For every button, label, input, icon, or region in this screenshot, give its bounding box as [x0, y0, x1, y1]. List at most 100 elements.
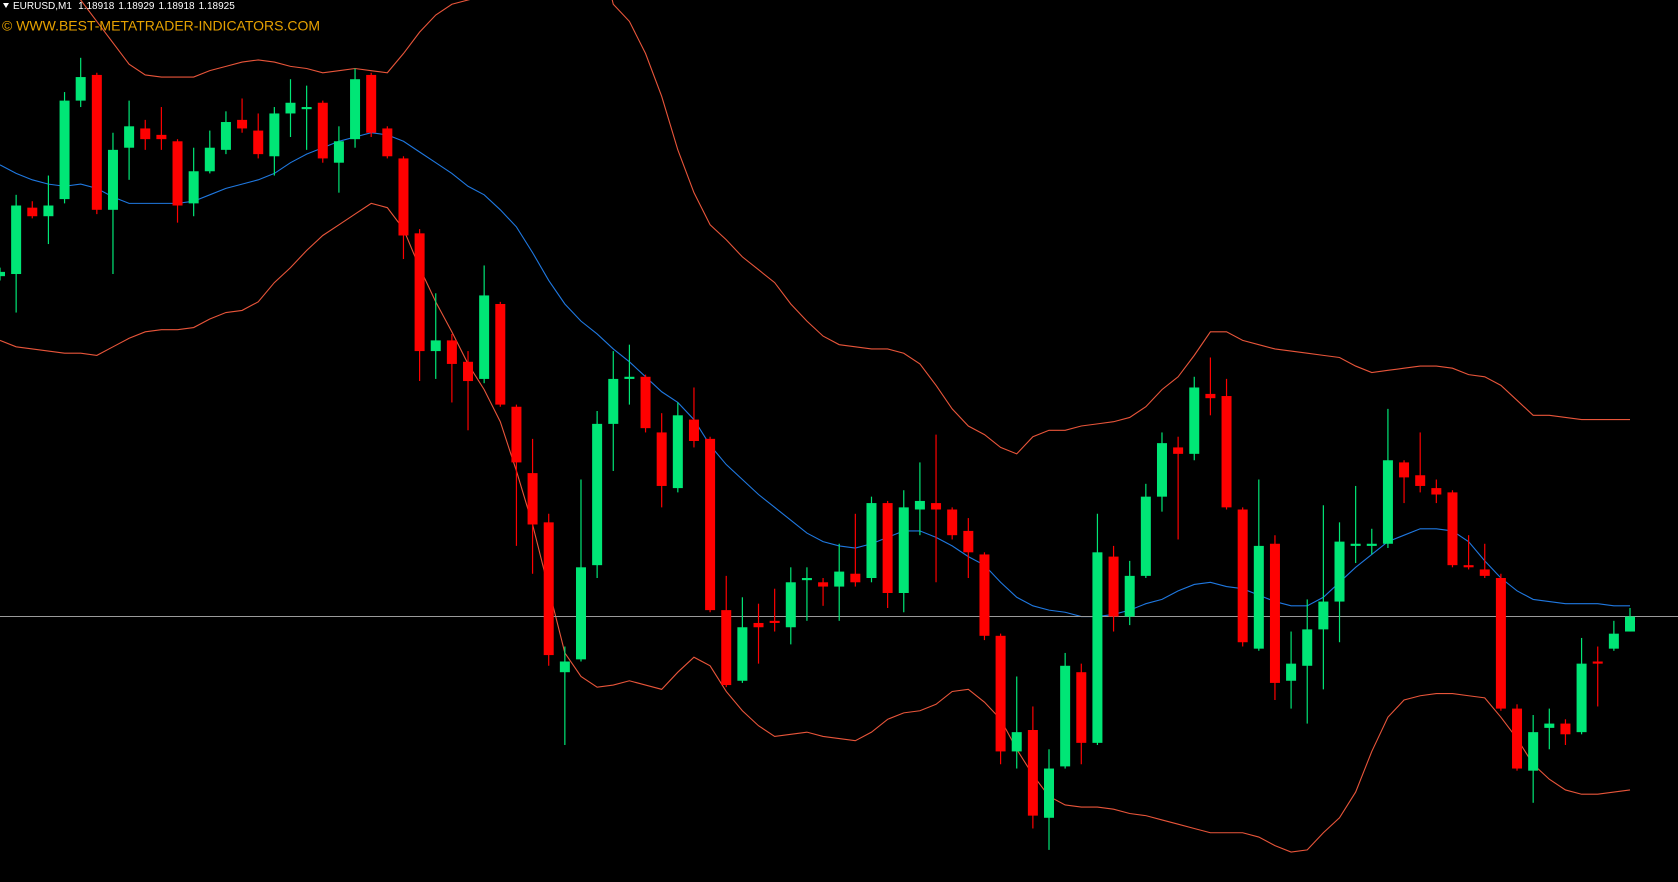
candle-body	[301, 107, 312, 110]
candle-body	[220, 122, 231, 150]
candle-body	[1044, 768, 1055, 818]
candle-body	[1447, 492, 1458, 566]
candle-body	[1334, 541, 1345, 602]
candle-body	[479, 295, 490, 379]
candle-body	[1173, 447, 1184, 454]
candle-body	[1318, 601, 1329, 630]
candle-body	[1286, 663, 1297, 681]
candle-body	[350, 79, 361, 140]
candle-body	[1302, 629, 1313, 666]
candle-body	[979, 554, 990, 636]
candle-body	[27, 207, 38, 217]
candle-body	[463, 361, 474, 382]
candle-body	[1108, 556, 1119, 617]
candle-body	[995, 635, 1006, 752]
candle-body	[1382, 460, 1393, 544]
candle-body	[414, 233, 425, 352]
candle-body	[1253, 545, 1264, 649]
candle-body	[11, 205, 22, 275]
candle-body	[947, 509, 958, 536]
candle-body	[1512, 708, 1523, 769]
header-close: 1.18925	[199, 1, 236, 12]
candle-body	[818, 582, 829, 587]
candle-body	[1124, 575, 1135, 617]
candle-body	[1495, 578, 1506, 709]
candle-body	[1463, 565, 1474, 568]
candle-body	[931, 503, 942, 510]
candle-body	[914, 500, 925, 510]
candle-body	[398, 158, 409, 236]
candle-body	[107, 149, 118, 210]
candle-body	[1060, 665, 1071, 767]
watermark: © WWW.BEST-METATRADER-INDICATORS.COM	[2, 18, 320, 34]
candle-body	[608, 378, 619, 424]
candle-body	[75, 77, 86, 101]
header-open: 1.18918	[78, 1, 115, 12]
upper-band	[80, 0, 1630, 455]
candle-body	[737, 627, 748, 681]
candle-body	[156, 134, 167, 140]
candle-body	[1027, 730, 1038, 816]
candle-body	[672, 415, 683, 489]
candle-body	[317, 102, 328, 159]
candle-body	[1221, 396, 1232, 508]
candle-body	[785, 582, 796, 628]
candle-body	[333, 141, 344, 163]
candle-body	[1415, 475, 1426, 486]
candle-body	[866, 503, 877, 579]
candle-body	[124, 126, 135, 148]
candle-body	[705, 438, 716, 611]
candle-body	[1544, 723, 1555, 728]
middle-band	[0, 132, 1630, 618]
candle-body	[446, 340, 457, 364]
candle-body	[285, 102, 296, 114]
candle-body	[1269, 543, 1280, 683]
candle-body	[1205, 393, 1216, 399]
candle-body	[1431, 488, 1442, 495]
bands	[0, 0, 1631, 853]
candle-body	[188, 171, 199, 204]
candle-body	[1237, 509, 1248, 643]
candle-body	[769, 620, 780, 623]
candle-body	[430, 340, 441, 352]
candle-body	[91, 74, 102, 210]
header-high: 1.18929	[118, 1, 155, 12]
candle-body	[59, 100, 70, 200]
candle-body	[1350, 543, 1361, 546]
candle-body	[1076, 672, 1087, 743]
candle-body	[269, 113, 280, 157]
header-low: 1.18918	[158, 1, 195, 12]
candle-body	[1528, 732, 1539, 771]
candle-body	[511, 406, 522, 463]
candle-body	[1366, 543, 1377, 546]
candle-body	[543, 522, 554, 656]
candle-body	[172, 141, 183, 206]
candle-body	[1560, 723, 1571, 735]
candle-body	[656, 432, 667, 486]
candle-body	[688, 419, 699, 441]
candle-body	[204, 147, 215, 172]
candle-body	[1011, 732, 1022, 752]
candle-body	[834, 571, 845, 587]
candle-body	[801, 578, 812, 581]
symbol-title: EURUSD,M1	[13, 1, 72, 12]
candle-body	[1189, 387, 1200, 454]
candle-body	[253, 130, 264, 155]
menu-arrow[interactable]	[3, 3, 9, 8]
candle-body	[1592, 661, 1603, 664]
candle-body	[1479, 569, 1490, 576]
candle-body	[640, 376, 651, 429]
candle-body	[237, 119, 248, 129]
candle-body	[1092, 552, 1103, 743]
candle-body	[721, 610, 732, 686]
candle-body	[0, 271, 5, 277]
candle-body	[898, 507, 909, 593]
candle-body	[592, 423, 603, 566]
lower-band	[0, 202, 1631, 853]
candle-body	[43, 205, 54, 217]
candles	[0, 57, 1635, 850]
candle-body	[1399, 462, 1410, 478]
candle-body	[140, 128, 151, 140]
candle-body	[1608, 633, 1619, 649]
